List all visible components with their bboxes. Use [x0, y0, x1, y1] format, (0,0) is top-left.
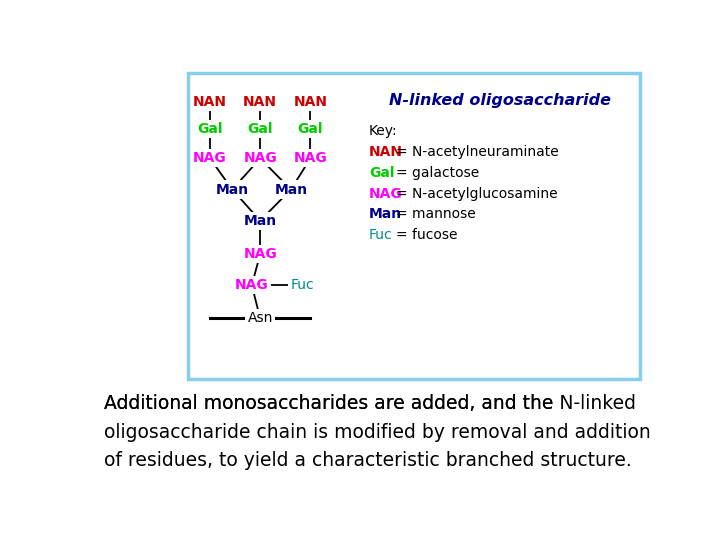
- Text: of residues, to yield a characteristic branched structure.: of residues, to yield a characteristic b…: [104, 451, 631, 470]
- Text: Fuc: Fuc: [369, 228, 392, 242]
- Text: NAG: NAG: [243, 247, 277, 261]
- Text: Man: Man: [243, 214, 276, 228]
- Text: = N-acetylneuraminate: = N-acetylneuraminate: [396, 145, 559, 159]
- Text: NAG: NAG: [243, 151, 277, 165]
- Text: NAN: NAN: [193, 95, 227, 109]
- Text: NAG: NAG: [294, 151, 328, 165]
- Text: = mannose: = mannose: [396, 207, 475, 221]
- Text: Gal: Gal: [248, 122, 273, 136]
- Text: = N-acetylglucosamine: = N-acetylglucosamine: [396, 187, 557, 201]
- Text: Gal: Gal: [197, 122, 222, 136]
- Text: Asn: Asn: [248, 312, 273, 326]
- Text: oligosaccharide chain is modified by removal and addition: oligosaccharide chain is modified by rem…: [104, 423, 651, 442]
- Text: Key:: Key:: [369, 124, 397, 138]
- Text: Man: Man: [274, 183, 307, 197]
- Text: = fucose: = fucose: [396, 228, 457, 242]
- Text: Additional monosaccharides are added, and the N-linked: Additional monosaccharides are added, an…: [104, 394, 636, 413]
- Text: NAG: NAG: [369, 187, 402, 201]
- Text: Gal: Gal: [369, 166, 395, 180]
- Text: Fuc: Fuc: [290, 278, 314, 292]
- Text: Man: Man: [369, 207, 402, 221]
- Text: NAG: NAG: [193, 151, 227, 165]
- Text: NAN: NAN: [294, 95, 328, 109]
- Text: Additional monosaccharides are added, and the: Additional monosaccharides are added, an…: [104, 394, 559, 413]
- Text: Man: Man: [216, 183, 249, 197]
- Text: N-linked oligosaccharide: N-linked oligosaccharide: [389, 93, 611, 107]
- FancyBboxPatch shape: [188, 73, 639, 379]
- Text: NAN: NAN: [243, 95, 277, 109]
- Text: NAN: NAN: [369, 145, 403, 159]
- Text: Gal: Gal: [297, 122, 323, 136]
- Text: = galactose: = galactose: [396, 166, 479, 180]
- Text: NAG: NAG: [235, 278, 269, 292]
